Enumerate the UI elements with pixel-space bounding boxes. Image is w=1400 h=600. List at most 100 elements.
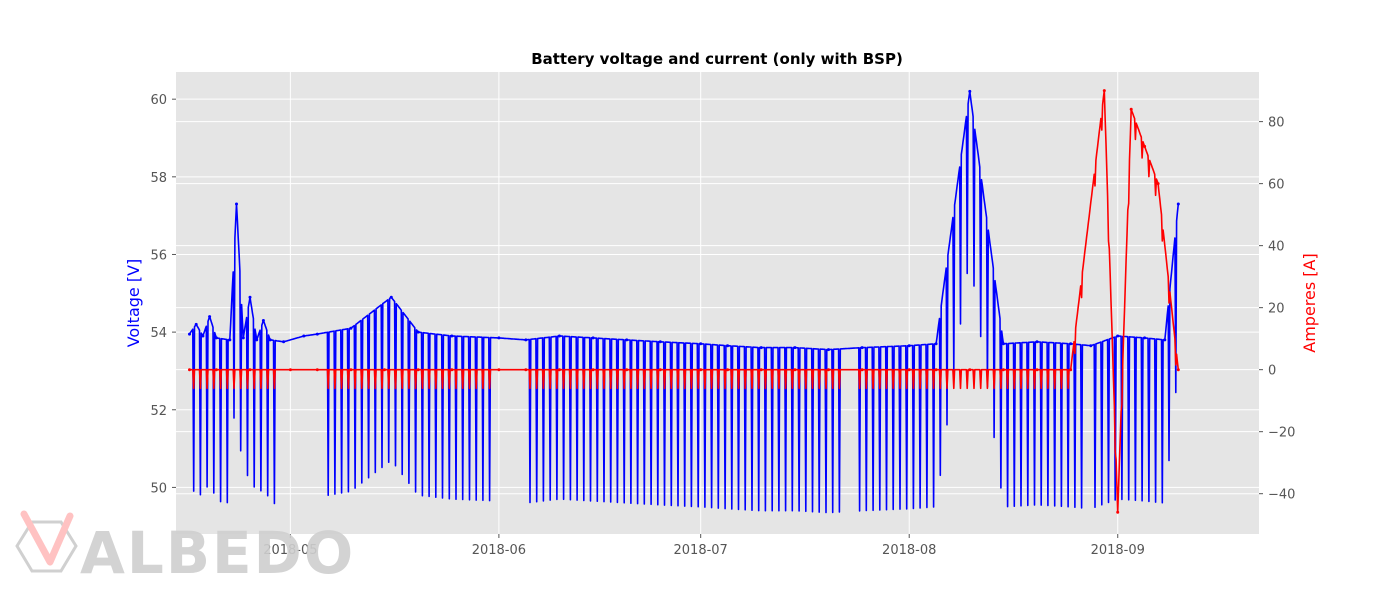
voltage-point xyxy=(201,334,205,338)
y-right-tick-label: −20 xyxy=(1268,426,1295,441)
current-point xyxy=(1176,368,1180,372)
voltage-point xyxy=(315,332,319,336)
current-point xyxy=(557,368,561,372)
voltage-point xyxy=(699,342,703,346)
current-point xyxy=(1116,510,1120,514)
x-tick-label: 2018-07 xyxy=(674,543,728,558)
current-point xyxy=(827,368,830,372)
x-tick-label: 2018-09 xyxy=(1091,543,1145,558)
voltage-point xyxy=(726,344,730,348)
current-point xyxy=(591,368,595,372)
current-point xyxy=(759,368,763,372)
y-right-tick-label: 60 xyxy=(1268,178,1285,193)
y-right-tick-label: 80 xyxy=(1268,116,1285,131)
voltage-point xyxy=(1143,336,1147,340)
voltage-point xyxy=(557,334,561,338)
voltage-point xyxy=(416,330,420,334)
current-point xyxy=(1069,368,1073,372)
voltage-point xyxy=(497,336,501,340)
y-axis-right-label: Amperes [A] xyxy=(1300,253,1319,352)
current-point xyxy=(1129,107,1133,111)
voltage-point xyxy=(194,322,198,326)
voltage-point xyxy=(968,89,972,93)
voltage-point xyxy=(1035,340,1039,344)
voltage-point xyxy=(1069,342,1073,346)
voltage-point xyxy=(1089,344,1093,348)
current-point xyxy=(450,368,454,372)
voltage-point xyxy=(759,346,763,350)
current-point xyxy=(1035,368,1039,372)
y-left-tick-label: 50 xyxy=(150,481,167,496)
voltage-point xyxy=(188,332,191,336)
voltage-point xyxy=(658,340,662,344)
voltage-series xyxy=(188,89,1180,514)
x-tick-label: 2018-05 xyxy=(263,543,317,558)
y-right-tick-label: 40 xyxy=(1268,240,1285,255)
current-point xyxy=(188,368,191,372)
voltage-point xyxy=(268,338,272,342)
current-point xyxy=(793,368,797,372)
check-mark-icon xyxy=(20,510,74,566)
voltage-point xyxy=(1001,342,1005,346)
hexagon-logo-icon xyxy=(15,520,78,573)
current-point xyxy=(416,368,420,372)
y-right-tick-label: −40 xyxy=(1268,488,1295,503)
current-point xyxy=(1156,182,1160,186)
current-point xyxy=(524,368,528,372)
voltage-point xyxy=(282,340,286,344)
voltage-point xyxy=(860,346,864,350)
voltage-point xyxy=(1116,334,1120,338)
voltage-point xyxy=(208,315,212,319)
current-point xyxy=(934,368,938,372)
voltage-point xyxy=(934,342,938,346)
current-point xyxy=(214,368,218,372)
watermark-brand: ALBEDO xyxy=(80,519,355,587)
voltage-point xyxy=(591,336,595,340)
y-left-tick-label: 58 xyxy=(150,171,167,186)
y-left-tick-label: 56 xyxy=(150,248,167,263)
x-axis: 2018-05 2018-06 2018-07 2018-08 2018-09 xyxy=(263,534,1145,558)
y-axis-left-label: Voltage [V] xyxy=(124,259,143,348)
current-line xyxy=(189,89,1180,514)
current-point xyxy=(968,368,972,372)
voltage-point xyxy=(228,338,232,342)
y-axis-right: −40 −20 0 20 40 60 80 xyxy=(1259,116,1295,503)
voltage-point xyxy=(261,319,265,322)
current-point xyxy=(907,368,911,372)
current-point xyxy=(658,368,662,372)
current-point xyxy=(349,368,353,372)
voltage-point xyxy=(827,348,830,352)
y-left-tick-label: 54 xyxy=(150,326,167,341)
current-point xyxy=(726,368,730,372)
current-point xyxy=(1001,368,1005,372)
y-left-tick-label: 60 xyxy=(150,93,167,108)
current-point xyxy=(248,368,252,372)
current-point xyxy=(383,368,386,372)
voltage-point xyxy=(214,336,218,340)
voltage-point xyxy=(389,295,393,299)
current-point xyxy=(860,368,864,372)
current-series xyxy=(188,89,1180,514)
y-axis-left: 50 52 54 56 58 60 xyxy=(150,93,176,496)
current-point xyxy=(315,368,319,372)
voltage-point xyxy=(625,338,629,342)
y-right-tick-label: 20 xyxy=(1268,302,1285,317)
voltage-point xyxy=(1163,338,1167,342)
voltage-point xyxy=(349,326,353,330)
current-point xyxy=(699,368,703,372)
voltage-point xyxy=(302,334,306,338)
voltage-point xyxy=(235,202,238,206)
voltage-point xyxy=(450,334,454,338)
voltage-point xyxy=(1176,202,1180,206)
voltage-line xyxy=(188,90,1180,514)
voltage-point xyxy=(255,338,259,342)
x-tick-label: 2018-08 xyxy=(882,543,936,558)
chart-title: Battery voltage and current (only with B… xyxy=(531,50,903,68)
y-right-tick-label: 0 xyxy=(1268,364,1276,379)
current-point xyxy=(1102,89,1106,93)
voltage-point xyxy=(248,295,252,299)
voltage-point xyxy=(241,336,245,340)
voltage-point xyxy=(907,344,911,348)
voltage-point xyxy=(524,338,528,342)
